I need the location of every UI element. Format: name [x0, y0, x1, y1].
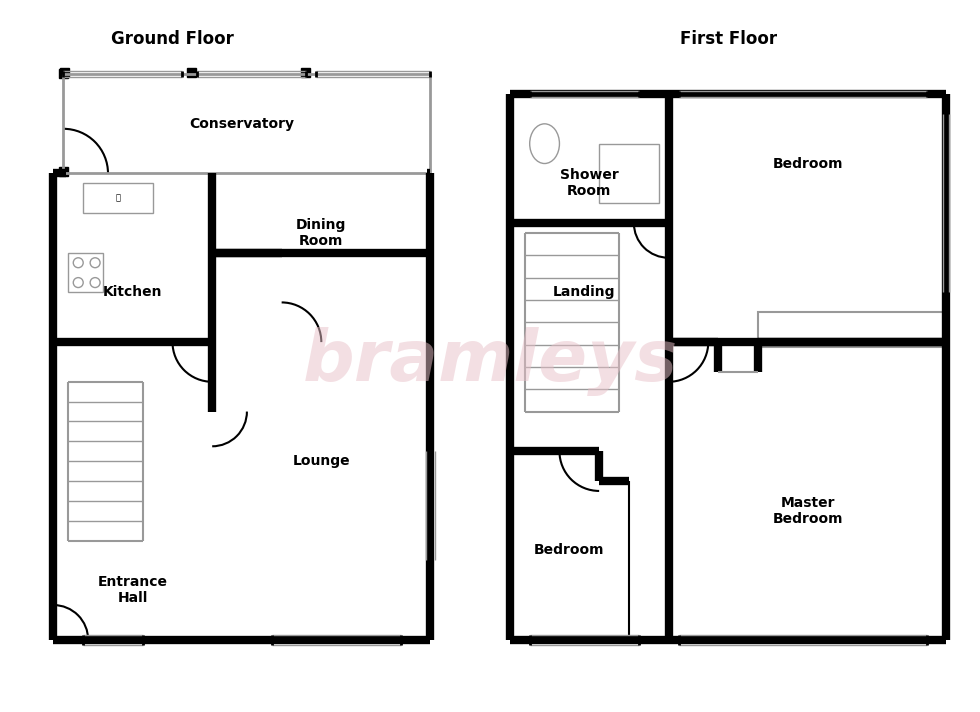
Bar: [302, 68, 311, 77]
Text: Lounge: Lounge: [292, 454, 350, 468]
Bar: [187, 68, 196, 77]
Text: Dining
Room: Dining Room: [296, 218, 347, 248]
Text: Conservatory: Conservatory: [189, 117, 294, 131]
Text: Bedroom: Bedroom: [772, 157, 843, 170]
Bar: [758, 313, 947, 347]
Text: Kitchen: Kitchen: [103, 286, 163, 300]
Ellipse shape: [529, 124, 560, 164]
Text: bramleys: bramleys: [303, 328, 677, 397]
Bar: [83, 184, 153, 213]
Text: First Floor: First Floor: [679, 31, 777, 48]
Bar: [60, 69, 69, 78]
Text: Master
Bedroom: Master Bedroom: [772, 496, 843, 526]
Text: Shower
Room: Shower Room: [560, 168, 618, 199]
Bar: [61, 68, 70, 77]
Text: Landing: Landing: [553, 286, 615, 300]
Text: Ground Floor: Ground Floor: [111, 31, 234, 48]
Text: ⬜: ⬜: [116, 194, 121, 203]
Text: Bedroom: Bedroom: [534, 543, 605, 557]
Bar: [599, 144, 659, 203]
Bar: [60, 167, 69, 177]
Text: Entrance
Hall: Entrance Hall: [98, 575, 168, 605]
Bar: [69, 253, 103, 293]
